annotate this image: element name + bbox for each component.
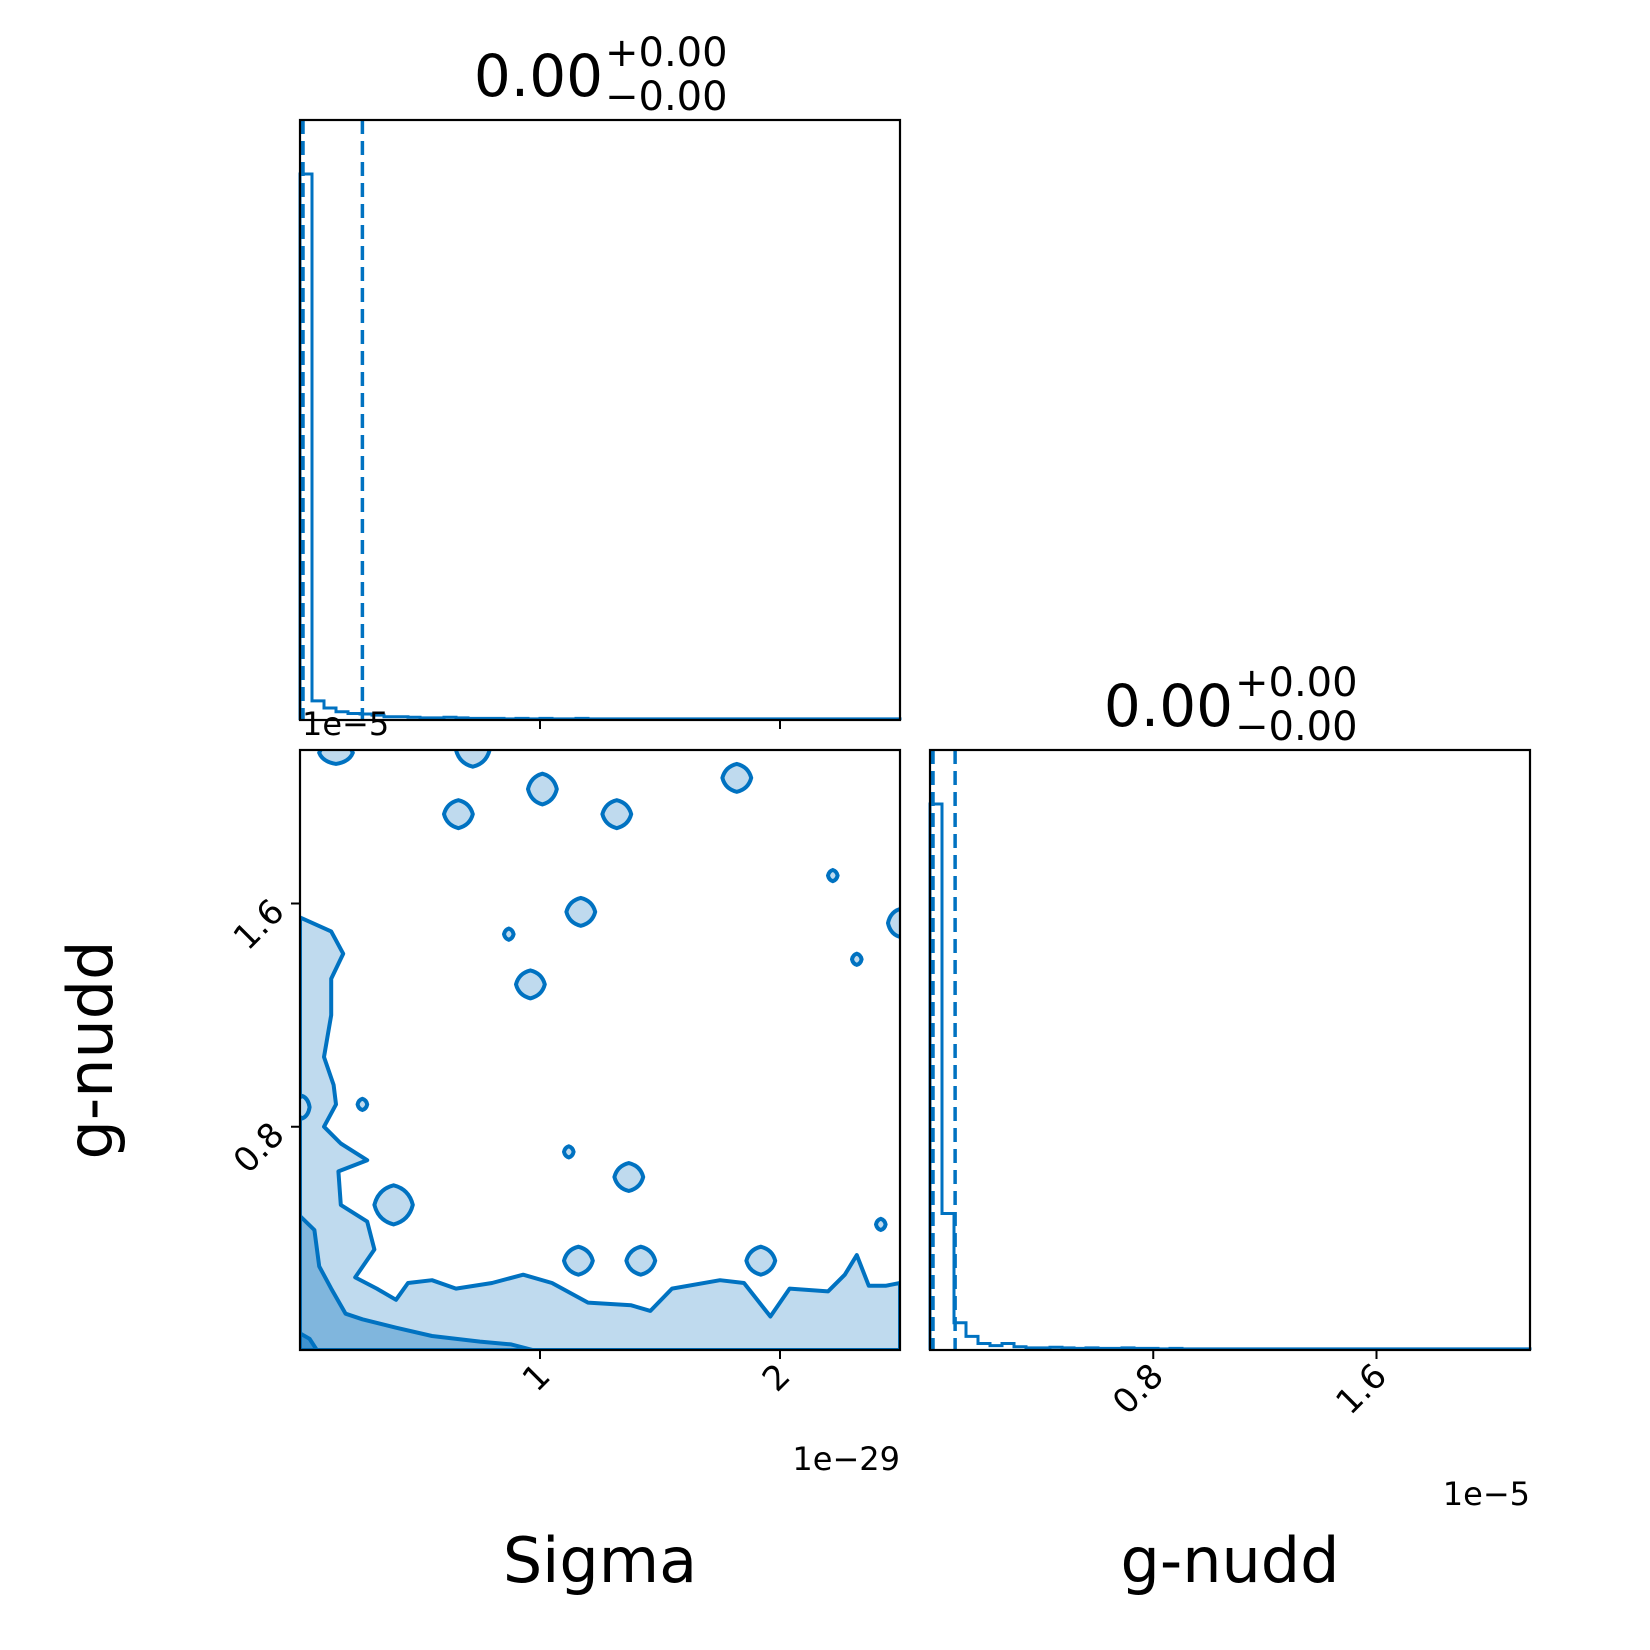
contour-x-tick-label: 2 (755, 1356, 799, 1400)
contour-island (513, 968, 547, 1001)
contour-frame (298, 748, 902, 1352)
gnudd-quantile-lines (930, 750, 957, 1350)
gnudd-histogram-panel: 0.8 1.6 0.00 +0.00 −0.00 1e−5 g-nudd (928, 660, 1532, 1597)
contour-x-label: Sigma (503, 1524, 697, 1597)
contour-y-tick-label: 1.6 (226, 892, 293, 959)
contour-inner-region (300, 1331, 319, 1350)
contour-island (624, 1244, 658, 1277)
contour-y-label: g-nudd (54, 940, 127, 1159)
contour-island (564, 895, 598, 928)
contour-island (372, 1183, 415, 1227)
contour-island (501, 926, 516, 942)
sigma-histogram-ticks (539, 720, 781, 729)
gnudd-x-tick-label: 0.8 (1105, 1356, 1172, 1423)
contour-island (561, 1244, 595, 1277)
contour-island (300, 1093, 312, 1121)
contour-island (720, 761, 754, 794)
contour-mid-region (300, 1214, 535, 1350)
gnudd-histogram-step (928, 802, 1532, 1351)
contour-island (600, 798, 634, 831)
gnudd-title-plus: +0.00 (1235, 660, 1358, 706)
contour-island (355, 1096, 370, 1113)
contour-island (561, 1144, 576, 1160)
sigma-title-minus: −0.00 (605, 74, 728, 120)
gnudd-x-offset-text: 1e−5 (1443, 1475, 1530, 1513)
contour-islands (300, 750, 900, 1277)
contour-outer-region (300, 915, 900, 1350)
sigma-histogram-frame (298, 118, 902, 722)
gnudd-x-label: g-nudd (1120, 1524, 1339, 1597)
sigma-title-plus: +0.00 (605, 30, 728, 76)
contour-island (885, 906, 900, 940)
contour-island (744, 1244, 778, 1277)
gnudd-title-minus: −0.00 (1235, 704, 1358, 750)
sigma-histogram-step (298, 172, 902, 721)
sigma-quantile-lines (300, 120, 365, 720)
contour-island (873, 1216, 888, 1233)
sigma-histogram-panel: 0.00 +0.00 −0.00 (298, 30, 902, 729)
contour-island (525, 771, 559, 807)
gnudd-x-tick-label: 1.6 (1328, 1356, 1395, 1423)
sigma-title-value: 0.00 (474, 42, 603, 110)
sigma-title: 0.00 +0.00 −0.00 (474, 30, 728, 120)
contour-x-tick-label: 1 (515, 1356, 559, 1400)
contour-y-offset-text: 1e−5 (302, 705, 389, 743)
contour-island (849, 951, 864, 967)
contour-island (612, 1160, 646, 1193)
contour-y-tick-label: 0.8 (226, 1115, 293, 1182)
contour-island (825, 867, 840, 884)
contour-island (453, 750, 492, 769)
contour-island (317, 750, 355, 766)
sigma-gnudd-contour-panel: 1 2 0.8 1.6 1e−5 1e−29 Sigma g-nudd (54, 705, 902, 1597)
gnudd-title: 0.00 +0.00 −0.00 (1104, 660, 1358, 750)
contour-island (441, 798, 475, 831)
gnudd-histogram-frame (928, 748, 1532, 1352)
gnudd-title-value: 0.00 (1104, 672, 1233, 740)
gnudd-histogram-ticks: 0.8 1.6 (1105, 1350, 1395, 1423)
contour-x-offset-text: 1e−29 (792, 1440, 900, 1478)
